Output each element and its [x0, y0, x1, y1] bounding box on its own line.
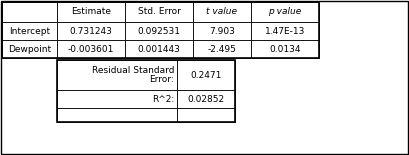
Bar — [57, 90, 177, 108]
Bar — [57, 60, 235, 122]
Text: t value: t value — [207, 7, 238, 16]
Bar — [57, 60, 177, 90]
Text: Estimate: Estimate — [71, 7, 111, 16]
Bar — [57, 108, 177, 122]
Text: R^2:: R^2: — [152, 95, 174, 104]
Bar — [193, 40, 251, 58]
Bar — [2, 2, 319, 58]
Bar — [57, 2, 125, 22]
Bar — [177, 60, 235, 90]
Bar — [2, 2, 57, 22]
Bar — [125, 2, 193, 22]
Bar — [193, 22, 251, 40]
Bar — [2, 40, 57, 58]
Text: 0.02852: 0.02852 — [187, 95, 225, 104]
Text: 1.47E-13: 1.47E-13 — [265, 27, 305, 35]
Bar — [177, 108, 235, 122]
Text: Std. Error: Std. Error — [137, 7, 180, 16]
Bar — [125, 22, 193, 40]
Text: Residual Standard
Error:: Residual Standard Error: — [92, 66, 174, 84]
Bar — [57, 40, 125, 58]
Text: Dewpoint: Dewpoint — [8, 44, 51, 53]
Text: 0.0134: 0.0134 — [269, 44, 301, 53]
Bar — [251, 2, 319, 22]
Text: p value: p value — [268, 7, 301, 16]
Text: Intercept: Intercept — [9, 27, 50, 35]
Bar — [57, 22, 125, 40]
Text: 0.001443: 0.001443 — [137, 44, 180, 53]
Bar — [251, 22, 319, 40]
Text: 7.903: 7.903 — [209, 27, 235, 35]
Text: 0.2471: 0.2471 — [190, 71, 222, 80]
Text: 0.731243: 0.731243 — [70, 27, 112, 35]
Bar — [251, 40, 319, 58]
Text: -2.495: -2.495 — [207, 44, 236, 53]
Text: 0.092531: 0.092531 — [137, 27, 180, 35]
Bar — [177, 90, 235, 108]
Text: -0.003601: -0.003601 — [68, 44, 114, 53]
Bar — [125, 40, 193, 58]
Bar — [193, 2, 251, 22]
Bar — [2, 22, 57, 40]
